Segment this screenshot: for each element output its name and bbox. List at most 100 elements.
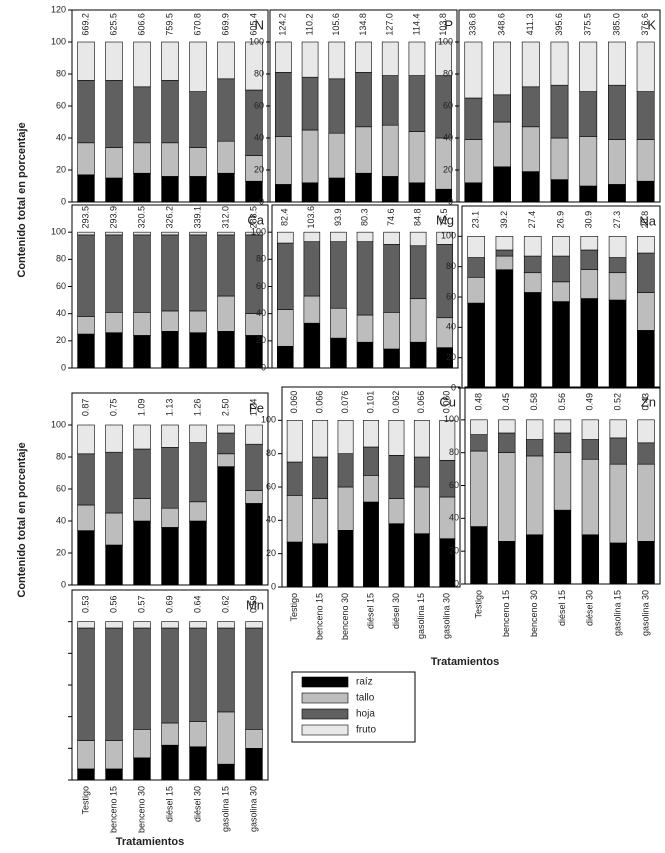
y-tick-label: 20 <box>56 335 66 345</box>
bar-segment <box>363 501 379 588</box>
bar-segment <box>521 171 540 203</box>
y-tick-label: 40 <box>449 513 459 523</box>
x-tick-label: diésel 30 <box>391 593 401 629</box>
total-label: 1.24 <box>248 399 258 417</box>
bar-segment <box>383 312 400 350</box>
total-label: 395.6 <box>554 13 564 36</box>
bar-segment <box>105 621 123 629</box>
bar-segment <box>381 176 399 203</box>
total-label: 30.9 <box>584 211 594 229</box>
bar-segment <box>275 72 292 137</box>
bar-segment <box>105 41 123 81</box>
bar-segment <box>189 231 207 236</box>
bar-segment <box>580 249 599 271</box>
bar-segment <box>77 80 95 144</box>
x-tick-label: diésel 15 <box>557 590 567 626</box>
bar-segment <box>245 234 263 314</box>
x-tick-label: gasolina 30 <box>248 786 258 832</box>
bar-segment <box>608 257 627 274</box>
total-label: 103.8 <box>438 13 448 36</box>
bar-segment <box>408 75 426 132</box>
bar-segment <box>608 184 626 203</box>
bar-segment <box>217 172 235 203</box>
y-tick-label: 40 <box>56 515 66 525</box>
total-label: 26.9 <box>555 211 565 229</box>
bar-segment <box>523 255 542 274</box>
bar-segment <box>436 231 453 245</box>
bar-segment <box>161 331 179 369</box>
bar-segment <box>77 142 95 176</box>
bar-segment <box>409 341 427 369</box>
bar-segment <box>498 419 516 434</box>
bar-segment <box>189 332 207 369</box>
total-label: 0.060 <box>289 391 299 414</box>
y-axis-title: Contenido total en porcentaje <box>16 122 28 277</box>
bar-segment <box>553 432 572 453</box>
bar-segment <box>133 621 151 629</box>
bar-segment <box>493 166 511 203</box>
total-label: 293.5 <box>80 206 90 229</box>
bar-segment <box>245 424 263 445</box>
bar-segment <box>77 174 95 203</box>
y-tick-label: 20 <box>256 335 266 345</box>
bar-segment <box>464 41 483 99</box>
y-tick-label: 40 <box>254 132 264 142</box>
bar-segment <box>553 509 572 585</box>
total-label: 23.1 <box>471 211 481 229</box>
bar-segment <box>286 495 303 543</box>
bar-segment <box>161 507 179 528</box>
bar-segment <box>105 80 123 148</box>
bar-segment <box>105 231 123 236</box>
y-tick-label: 80 <box>443 68 453 78</box>
bar-segment <box>550 84 569 139</box>
total-label: 39.2 <box>499 211 509 229</box>
bar-segment <box>105 147 123 179</box>
bar-segment <box>217 41 235 80</box>
total-label: 759.5 <box>164 13 174 36</box>
bar-segment <box>580 298 599 389</box>
panel-label: P <box>444 17 453 32</box>
bar-segment <box>105 740 123 770</box>
y-tick-label: 0 <box>454 578 459 588</box>
bar-segment <box>388 420 405 456</box>
bar-segment <box>105 177 123 203</box>
y-tick-label: 20 <box>56 547 66 557</box>
legend-label: hoja <box>356 709 375 720</box>
total-label: 0.59 <box>248 595 258 613</box>
bar-segment <box>467 302 485 389</box>
bar-segment <box>637 236 655 254</box>
bar-segment <box>286 541 303 588</box>
bar-segment <box>609 542 627 585</box>
total-label: 134.8 <box>358 13 368 36</box>
total-label: 110.2 <box>304 13 314 35</box>
bar-segment <box>637 330 655 389</box>
bar-segment <box>217 234 235 297</box>
bar-segment <box>493 94 511 123</box>
bar-segment <box>381 75 399 126</box>
bar-segment <box>275 136 292 185</box>
bar-segment <box>217 711 235 765</box>
bar-segment <box>312 420 329 458</box>
bar-segment <box>388 523 405 588</box>
total-label: 93.9 <box>333 208 343 226</box>
bar-segment <box>498 432 516 453</box>
bar-segment <box>312 456 329 499</box>
bar-segment <box>495 249 514 257</box>
x-axis-title: Tratamientos <box>116 836 184 848</box>
total-label: 0.48 <box>473 393 483 411</box>
bar-segment <box>552 281 570 302</box>
bar-segment <box>328 177 346 203</box>
total-label: 669.9 <box>220 13 230 36</box>
y-tick-label: 60 <box>266 481 276 491</box>
bar-segment <box>77 768 95 781</box>
bar-segment <box>328 41 346 80</box>
y-tick-label: 60 <box>254 100 264 110</box>
x-tick-label: diésel 15 <box>164 786 174 822</box>
total-label: 606.6 <box>136 13 146 36</box>
bar-segment <box>328 78 346 134</box>
bar-segment <box>77 41 95 81</box>
bar-segment <box>105 544 123 586</box>
total-label: 74.6 <box>386 208 396 226</box>
total-label: 312.0 <box>220 206 230 229</box>
bar-segment <box>381 41 399 76</box>
